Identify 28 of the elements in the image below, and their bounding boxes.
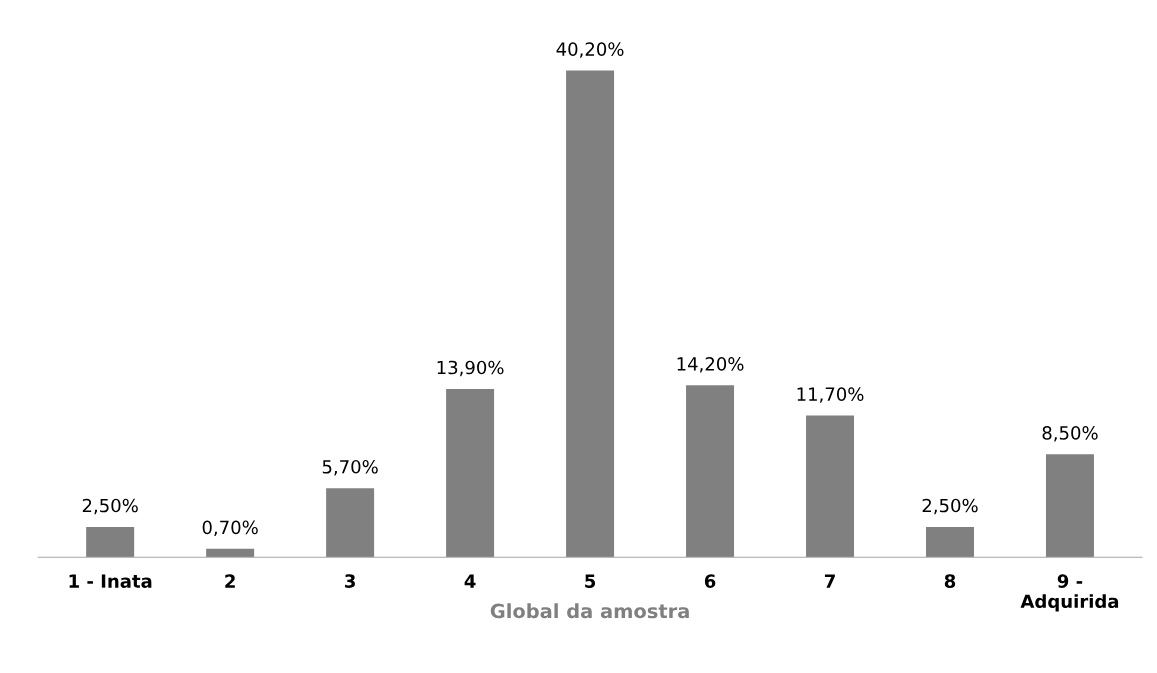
x-tick-label: 9 - Adquirida [1020,574,1119,612]
data-label: 8,50% [1042,426,1098,442]
data-label: 0,70% [202,520,258,536]
bar [806,415,855,558]
bar [1045,454,1094,558]
bar [446,388,495,558]
data-label: 2,50% [922,498,978,515]
bar [686,385,735,558]
data-label: 13,90% [437,360,504,377]
data-label: 40,20% [556,42,624,58]
bar [326,488,375,558]
x-tick-label: 4 [464,574,476,588]
data-label: 14,20% [677,357,744,373]
x-tick-label: 8 [944,574,956,588]
bar [206,548,255,558]
data-label: 5,70% [322,459,378,476]
x-tick-label: 2 [225,574,235,588]
bar [926,526,974,558]
x-tick-label: 7 [824,574,835,588]
data-label: 2,50% [82,498,138,515]
x-tick-label: 5 [585,574,596,588]
x-tick-label: 3 [345,574,355,588]
bar [86,526,135,558]
x-tick-label: 1 - Inata [69,574,152,588]
x-axis-title: Global da amostra [490,603,689,619]
data-label: 11,70% [797,387,864,403]
x-tick-label: 6 [704,574,716,588]
bar [566,70,615,558]
